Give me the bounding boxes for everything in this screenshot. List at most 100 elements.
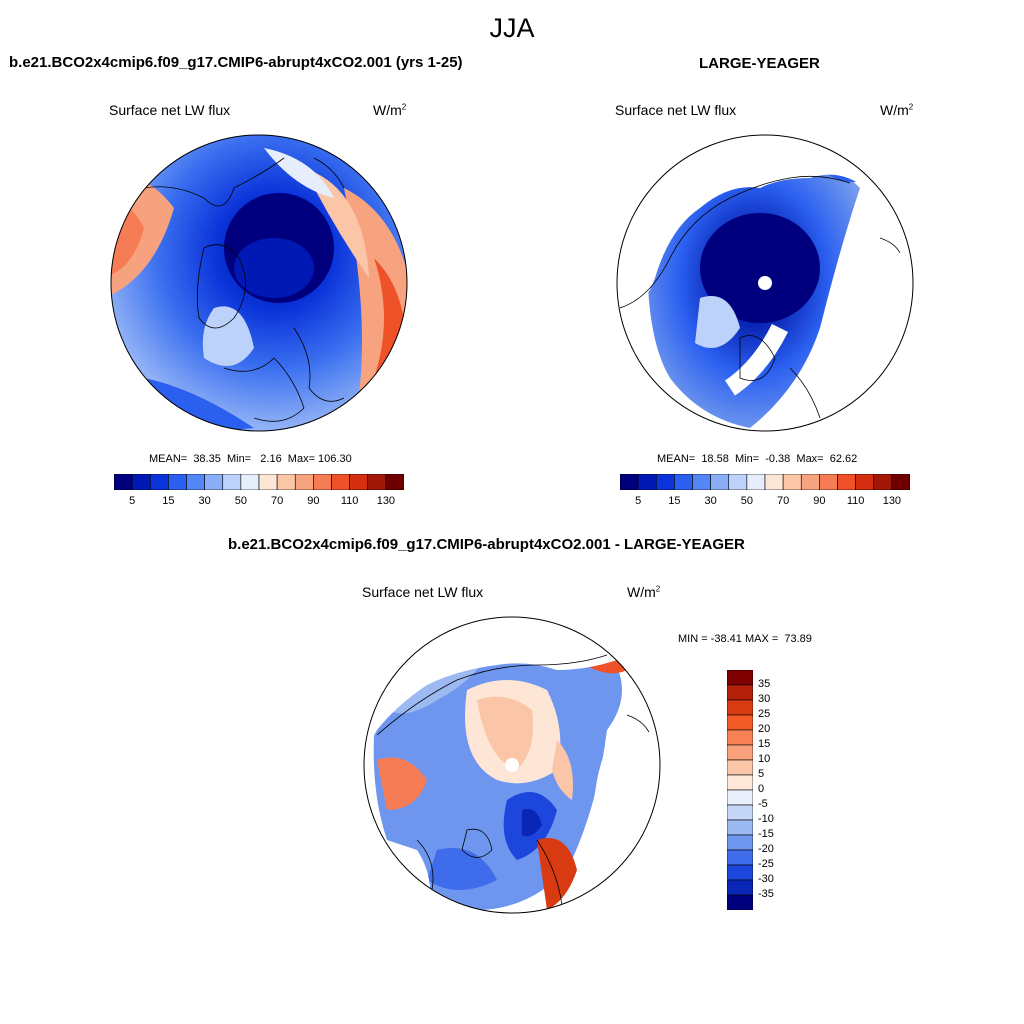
colorbar-tick-label: 30: [758, 693, 771, 705]
colorbar-swatch: [620, 474, 639, 490]
colorbar-swatch: [728, 474, 748, 490]
colorbar-tick-label: 30: [704, 495, 717, 507]
colorbar-tick-label: 15: [758, 738, 771, 750]
colorbar-tick-label: 70: [777, 495, 790, 507]
colorbar-swatch: [727, 879, 753, 896]
colorbar-swatch: [727, 744, 753, 761]
colorbar-tick-label: 110: [846, 495, 865, 507]
colorbar-tick-label: 20: [758, 723, 771, 735]
colorbar-swatch: [727, 684, 753, 701]
left-variable-label: Surface net LW flux: [109, 102, 231, 118]
colorbar-tick-label: 15: [668, 495, 681, 507]
colorbar-swatch: [655, 474, 675, 490]
left-units-label: W/m2: [373, 102, 407, 118]
colorbar-swatch: [727, 729, 753, 746]
colorbar-swatch: [294, 474, 314, 490]
colorbar-tick-label: -35: [758, 888, 774, 900]
right-stats: MEAN= 18.58 Min= -0.38 Max= 62.62: [657, 453, 858, 465]
colorbar-swatch: [891, 474, 910, 490]
right-colorbar-labels: 5 15 30 50 70 90 110 130: [620, 495, 910, 509]
colorbar-tick-label: 70: [271, 495, 284, 507]
left-colorbar-labels: 5 15 30 50 70 90 110 130: [114, 495, 404, 509]
colorbar-swatch: [240, 474, 260, 490]
colorbar-swatch: [186, 474, 205, 490]
diff-units-label: W/m2: [627, 584, 661, 600]
colorbar-swatch: [222, 474, 242, 490]
colorbar-swatch: [168, 474, 187, 490]
colorbar-tick-label: 15: [162, 495, 175, 507]
colorbar-swatch: [385, 474, 404, 490]
colorbar-tick-label: 130: [882, 495, 902, 507]
colorbar-swatch: [131, 474, 151, 490]
colorbar-swatch: [727, 804, 753, 821]
diff-coastlines: [376, 654, 650, 906]
colorbar-swatch: [727, 849, 753, 866]
colorbar-swatch: [313, 474, 332, 490]
colorbar-swatch: [800, 474, 820, 490]
colorbar-tick-label: -20: [758, 843, 774, 855]
diff-polar-map: [363, 616, 661, 914]
colorbar-swatch: [727, 774, 753, 791]
colorbar-tick-label: 5: [635, 495, 642, 507]
right-land-mask: [617, 135, 913, 431]
colorbar-swatch: [727, 789, 753, 806]
colorbar-tick-label: -25: [758, 858, 774, 870]
left-coastlines: [143, 157, 345, 422]
left-colorbar: [114, 474, 404, 490]
colorbar-tick-label: 90: [307, 495, 320, 507]
right-colorbar: [620, 474, 910, 490]
colorbar-swatch: [276, 474, 296, 490]
colorbar-swatch: [692, 474, 711, 490]
left-field: [111, 135, 407, 431]
colorbar-tick-label: 130: [376, 495, 396, 507]
colorbar-swatch: [727, 864, 753, 881]
colorbar-tick-label: 25: [758, 708, 771, 720]
right-variable-label: Surface net LW flux: [615, 102, 737, 118]
colorbar-swatch: [149, 474, 169, 490]
diff-colorbar: [727, 670, 753, 910]
colorbar-tick-label: 0: [758, 783, 765, 795]
left-panel-title: b.e21.BCO2x4cmip6.f09_g17.CMIP6-abrupt4x…: [9, 54, 463, 71]
colorbar-tick-label: 35: [758, 678, 771, 690]
diff-panel-title: b.e21.BCO2x4cmip6.f09_g17.CMIP6-abrupt4x…: [228, 536, 745, 553]
colorbar-swatch: [727, 670, 753, 686]
colorbar-tick-label: -10: [758, 813, 774, 825]
colorbar-swatch: [331, 474, 350, 490]
colorbar-tick-label: -15: [758, 828, 774, 840]
right-coastlines: [619, 175, 901, 419]
colorbar-tick-label: -30: [758, 873, 774, 885]
colorbar-swatch: [819, 474, 838, 490]
diff-variable-label: Surface net LW flux: [362, 584, 484, 600]
diff-stats: MIN = -38.41 MAX = 73.89: [678, 633, 812, 645]
diff-colorbar-labels: 35 30 25 20 15 10 5 0 -5 -10 -15 -20 -25 -30 -35: [758, 677, 798, 902]
right-panel-title: LARGE-YEAGER: [699, 55, 820, 72]
colorbar-swatch: [349, 474, 369, 490]
colorbar-swatch: [710, 474, 730, 490]
colorbar-tick-label: 30: [198, 495, 211, 507]
colorbar-swatch: [727, 834, 753, 851]
right-units-label: W/m2: [880, 102, 914, 118]
colorbar-swatch: [258, 474, 278, 490]
left-stats: MEAN= 38.35 Min= 2.16 Max= 106.30: [149, 453, 352, 465]
colorbar-swatch: [782, 474, 802, 490]
colorbar-tick-label: 50: [740, 495, 753, 507]
colorbar-tick-label: -5: [758, 798, 768, 810]
colorbar-swatch: [764, 474, 784, 490]
colorbar-tick-label: 90: [813, 495, 826, 507]
colorbar-swatch: [204, 474, 224, 490]
colorbar-tick-label: 110: [340, 495, 359, 507]
colorbar-swatch: [114, 474, 133, 490]
colorbar-swatch: [367, 474, 387, 490]
colorbar-tick-label: 50: [234, 495, 247, 507]
colorbar-swatch: [855, 474, 875, 490]
colorbar-swatch: [674, 474, 693, 490]
left-polar-map: [110, 134, 408, 432]
colorbar-swatch: [873, 474, 893, 490]
colorbar-tick-label: 10: [758, 753, 771, 765]
right-polar-map: [616, 134, 914, 432]
colorbar-swatch: [727, 714, 753, 731]
colorbar-swatch: [746, 474, 766, 490]
colorbar-swatch: [837, 474, 856, 490]
colorbar-tick-label: 5: [758, 768, 765, 780]
colorbar-swatch: [727, 819, 753, 836]
